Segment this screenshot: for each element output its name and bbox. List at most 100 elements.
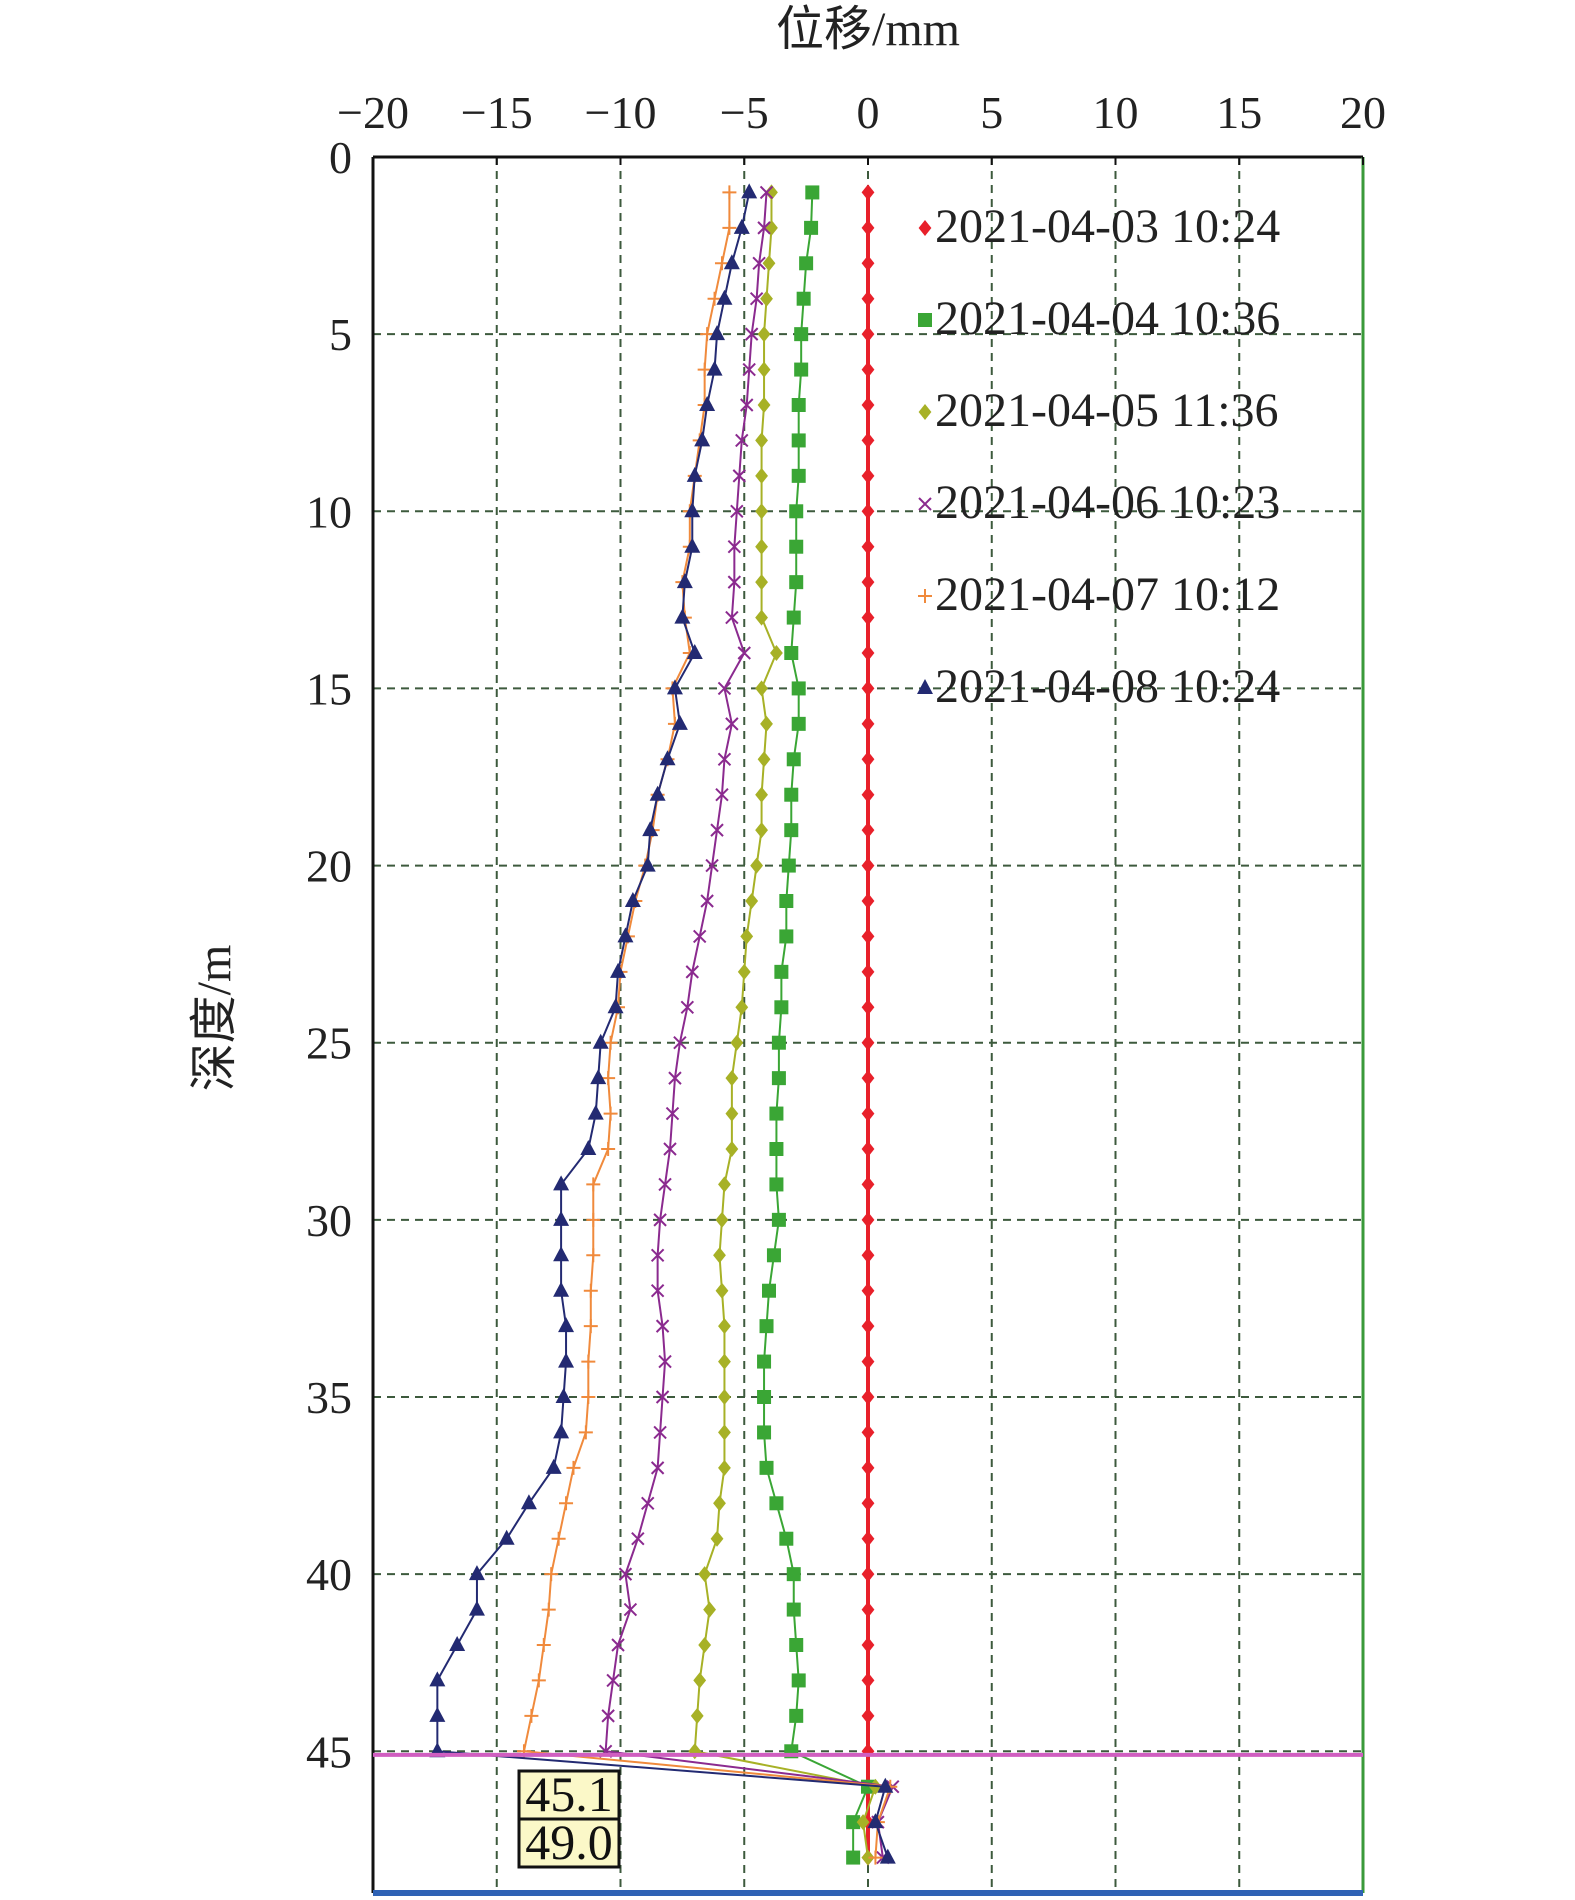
data-point bbox=[755, 467, 768, 484]
data-point bbox=[693, 1672, 707, 1689]
data-point bbox=[705, 858, 719, 873]
data-point bbox=[666, 679, 683, 695]
data-point bbox=[861, 1247, 875, 1264]
data-point bbox=[723, 254, 740, 270]
legend-label: 2021-04-03 10:24 bbox=[935, 200, 1280, 253]
data-point bbox=[861, 928, 875, 945]
data-point bbox=[449, 1636, 466, 1651]
data-point bbox=[804, 220, 819, 235]
reference-label: 49.0 bbox=[525, 1814, 613, 1870]
data-point bbox=[867, 1813, 884, 1829]
data-point bbox=[583, 1283, 598, 1298]
data-point bbox=[918, 220, 932, 236]
data-point bbox=[553, 1423, 570, 1439]
data-point bbox=[715, 1211, 729, 1228]
data-point bbox=[718, 1176, 731, 1193]
data-point bbox=[799, 256, 814, 271]
data-point bbox=[581, 1390, 596, 1404]
y-tick-label: 30 bbox=[306, 1195, 352, 1246]
data-point bbox=[755, 503, 768, 520]
data-point bbox=[558, 1317, 575, 1333]
data-point bbox=[706, 360, 723, 376]
data-point bbox=[752, 256, 766, 270]
data-point bbox=[558, 1352, 575, 1368]
data-point bbox=[650, 1461, 665, 1475]
series-line bbox=[436, 192, 889, 1858]
series-3 bbox=[688, 184, 882, 1866]
legend-label: 2021-04-06 10:23 bbox=[935, 476, 1280, 529]
data-point bbox=[771, 1071, 786, 1086]
data-point bbox=[680, 1000, 695, 1014]
data-point bbox=[759, 1460, 774, 1475]
data-point bbox=[658, 1354, 672, 1369]
data-point bbox=[757, 397, 771, 413]
data-point bbox=[606, 1673, 620, 1688]
data-point bbox=[653, 1425, 667, 1440]
data-point bbox=[725, 610, 739, 625]
data-point bbox=[786, 752, 801, 767]
data-point bbox=[590, 1069, 607, 1085]
data-point bbox=[722, 220, 737, 235]
data-point bbox=[663, 1142, 677, 1156]
data-point bbox=[868, 1850, 883, 1865]
data-point bbox=[566, 1460, 581, 1475]
data-point bbox=[592, 1033, 609, 1049]
data-point bbox=[774, 1000, 789, 1015]
data-point bbox=[601, 1071, 616, 1086]
data-point bbox=[727, 540, 742, 554]
y-tick-label: 45 bbox=[306, 1726, 352, 1777]
data-point bbox=[750, 857, 764, 874]
data-point bbox=[774, 964, 789, 979]
data-point bbox=[760, 290, 773, 307]
data-point bbox=[846, 1815, 861, 1830]
series-6 bbox=[429, 183, 896, 1864]
data-point bbox=[879, 1848, 896, 1864]
data-point bbox=[665, 1106, 680, 1121]
data-point bbox=[759, 1319, 774, 1334]
data-point bbox=[861, 1282, 875, 1299]
data-point bbox=[861, 1601, 875, 1618]
data-point bbox=[755, 574, 768, 591]
data-point bbox=[846, 1850, 861, 1865]
x-tick-label: 15 bbox=[1216, 87, 1262, 138]
data-point bbox=[765, 219, 778, 236]
data-point bbox=[673, 1036, 687, 1050]
data-point bbox=[553, 1246, 570, 1262]
data-point bbox=[722, 185, 737, 200]
data-point bbox=[861, 1176, 875, 1193]
data-point bbox=[784, 646, 799, 660]
data-point bbox=[553, 1175, 570, 1191]
data-point bbox=[794, 327, 809, 342]
reference-label-box bbox=[517, 1817, 621, 1869]
data-point bbox=[618, 1567, 633, 1581]
data-point bbox=[716, 289, 733, 305]
data-point bbox=[861, 963, 875, 980]
data-point bbox=[765, 184, 778, 201]
data-point bbox=[918, 313, 932, 327]
data-point bbox=[861, 326, 875, 343]
data-point bbox=[749, 292, 764, 306]
data-point bbox=[917, 679, 933, 694]
legend-item: 2021-04-08 10:24 bbox=[917, 660, 1280, 713]
data-point bbox=[733, 218, 750, 234]
data-point bbox=[762, 255, 776, 272]
data-point bbox=[717, 752, 732, 766]
data-point bbox=[757, 361, 771, 378]
data-point bbox=[757, 1354, 772, 1369]
legend-label: 2021-04-07 10:12 bbox=[935, 568, 1280, 621]
data-point bbox=[725, 1070, 739, 1087]
data-point bbox=[555, 1388, 572, 1403]
legend-label: 2021-04-05 11:36 bbox=[935, 384, 1279, 437]
data-point bbox=[698, 1566, 712, 1583]
data-point bbox=[877, 1777, 894, 1793]
data-point bbox=[642, 821, 659, 837]
data-point bbox=[725, 1105, 739, 1122]
x-tick-label: −15 bbox=[461, 87, 533, 138]
data-point bbox=[524, 1708, 539, 1723]
data-point bbox=[713, 1247, 726, 1264]
data-point bbox=[617, 927, 634, 943]
data-point bbox=[684, 537, 701, 553]
y-tick-label: 40 bbox=[306, 1549, 352, 1600]
data-point bbox=[861, 857, 875, 874]
series-1 bbox=[861, 184, 875, 1866]
